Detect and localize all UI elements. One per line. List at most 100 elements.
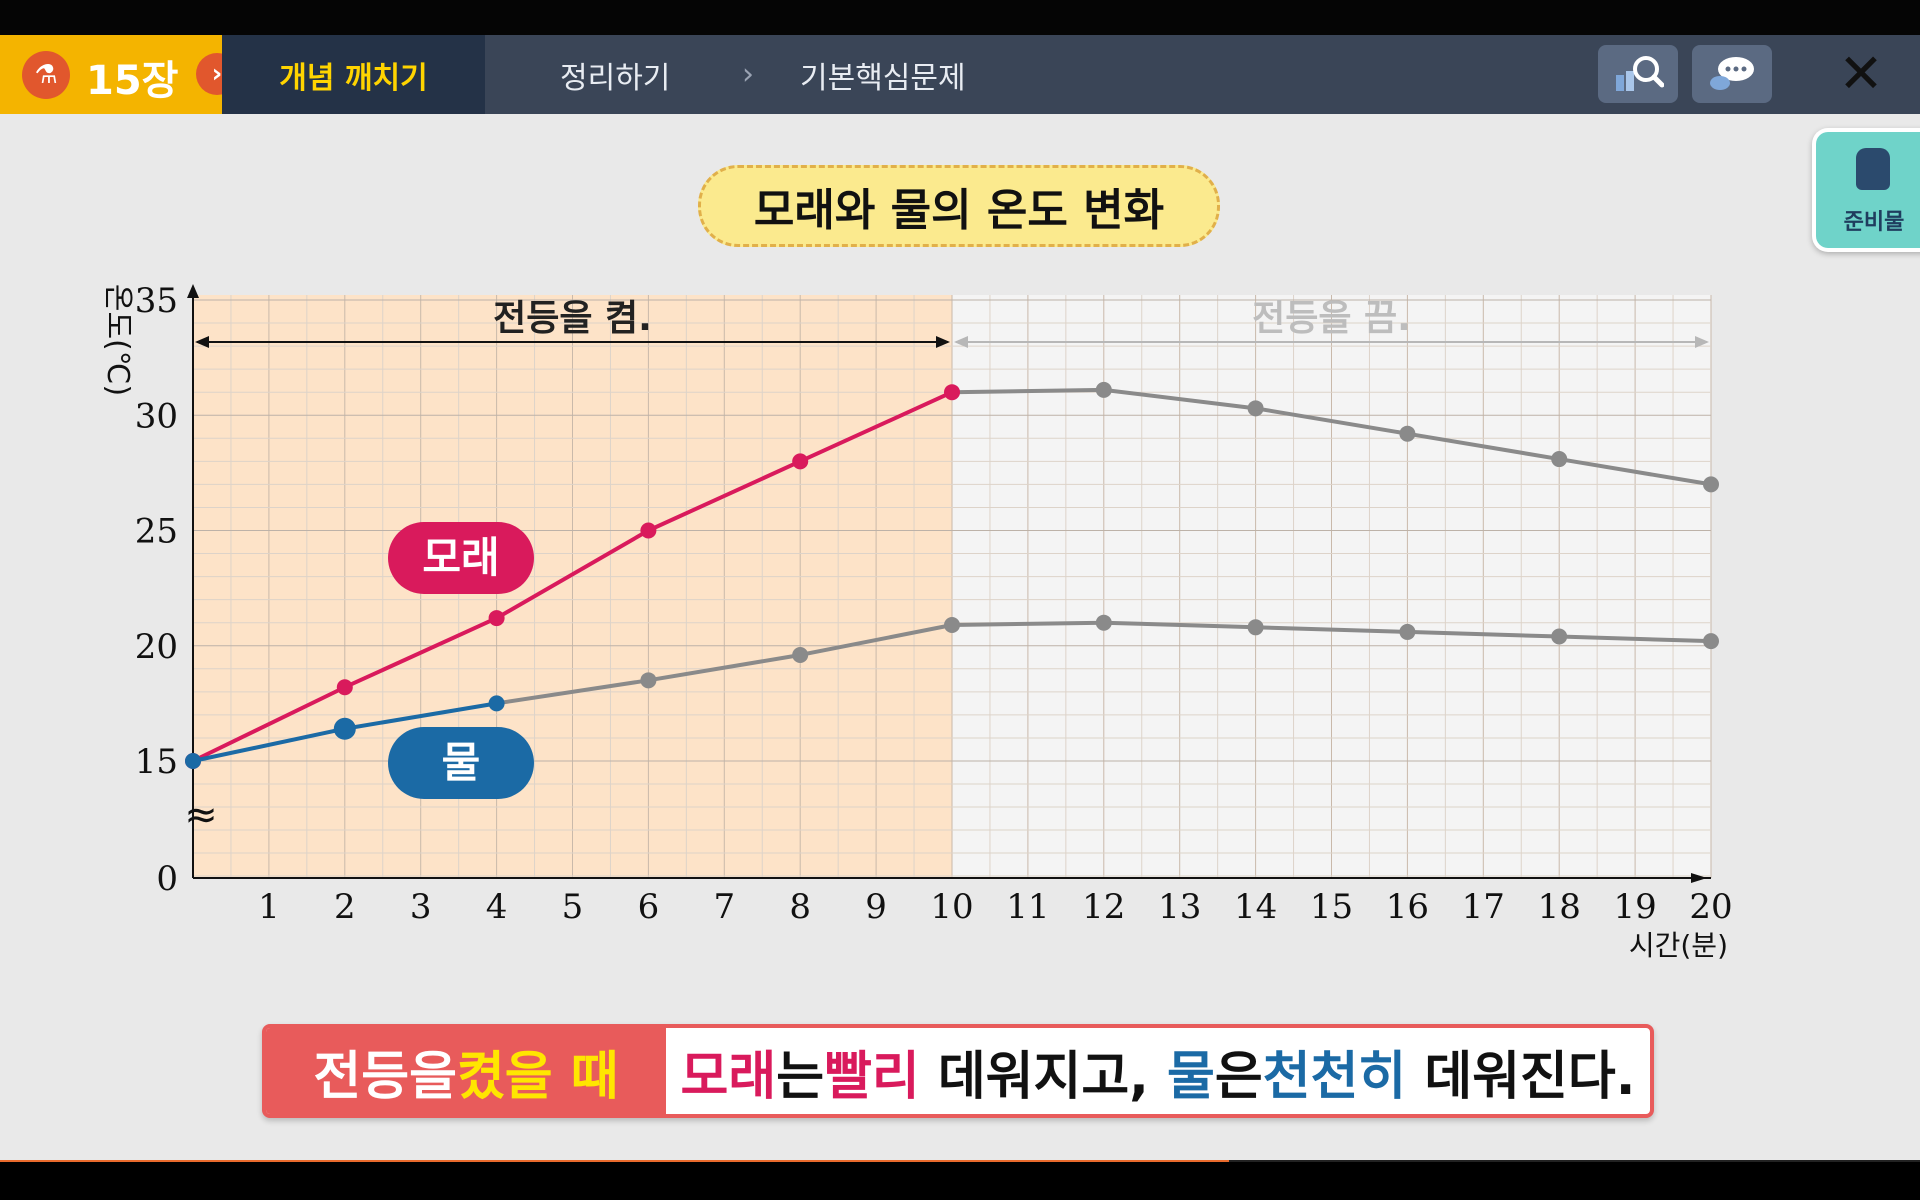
x-tick-label: 11 <box>1006 887 1049 927</box>
x-tick-label: 20 <box>1689 887 1732 927</box>
banner-seg3: 빨리 <box>824 1046 920 1107</box>
series-segment-water <box>496 678 649 706</box>
series-segment-sand <box>1255 406 1408 436</box>
region-arrow-on-left <box>195 336 209 348</box>
data-point-water <box>1703 633 1719 650</box>
series-segment-sand <box>951 387 1104 395</box>
data-point-sand <box>1095 381 1112 398</box>
prep-label: 준비물 <box>1843 210 1905 235</box>
x-tick-label: 18 <box>1538 887 1581 927</box>
data-point-sand <box>792 453 809 470</box>
banner-part1: 전등을 <box>313 1046 457 1107</box>
search-button[interactable] <box>1598 45 1678 103</box>
chart-title: 모래와 물의 온도 변화 <box>698 165 1220 247</box>
x-tick-label: 12 <box>1082 887 1125 927</box>
data-point-sand <box>488 610 505 627</box>
x-tick-label: 7 <box>713 887 735 927</box>
data-point-water <box>1551 628 1568 645</box>
chapter-badge[interactable]: ⚗ 15장 › <box>0 35 238 114</box>
x-axis-label: 시간(분) <box>1629 929 1728 962</box>
series-segment-sand <box>192 685 346 763</box>
close-button[interactable]: ✕ <box>1836 47 1886 101</box>
search-icon <box>1616 56 1664 91</box>
banner-seg6: 은 <box>1214 1046 1263 1107</box>
chapter-label: 15장 <box>86 58 179 104</box>
chevron-right-icon: › <box>742 57 754 92</box>
x-tick-label: 5 <box>562 887 584 927</box>
y-axis-label: 온도(℃) <box>100 284 135 396</box>
banner-condition: 전등을 켰을 때 <box>266 1028 666 1114</box>
prep-materials-button[interactable]: 준비물 <box>1812 128 1920 252</box>
close-icon: ✕ <box>1838 42 1884 105</box>
y-tick-label: 0 <box>156 859 178 899</box>
data-point-water <box>488 695 505 712</box>
x-tick-label: 8 <box>789 887 811 927</box>
banner-seg8: 데워진다. <box>1406 1046 1636 1107</box>
series-segment-sand <box>799 390 953 464</box>
data-point-water <box>1095 614 1112 631</box>
chat-icon <box>1710 57 1754 90</box>
chat-button[interactable] <box>1692 45 1772 103</box>
series-badge-sand <box>388 522 534 594</box>
data-point-water <box>1247 619 1264 636</box>
x-tick-label: 13 <box>1158 887 1201 927</box>
data-point-water <box>640 672 657 689</box>
x-axis-arrow <box>1691 873 1707 883</box>
tab-summary[interactable]: 정리하기 <box>560 60 671 96</box>
banner-seg4: 데워지고, <box>919 1046 1168 1107</box>
series-segment-water <box>799 623 953 657</box>
series-segment-sand <box>647 459 802 533</box>
data-point-sand <box>1703 476 1719 493</box>
data-point-sand <box>1399 425 1416 442</box>
banner-seg5: 물 <box>1167 1046 1215 1107</box>
series-segment-water <box>1407 629 1560 639</box>
x-tick-label: 2 <box>334 887 356 927</box>
flask-icon: ⚗ <box>22 51 70 99</box>
x-tick-label: 1 <box>258 887 280 927</box>
series-segment-water <box>344 701 497 731</box>
data-point-water <box>944 617 960 634</box>
series-segment-water <box>951 620 1104 628</box>
banner-seg2: 는 <box>776 1046 825 1107</box>
data-point-water <box>333 717 356 740</box>
series-badge-water <box>388 727 534 799</box>
series-segment-sand <box>1407 431 1560 462</box>
x-tick-label: 16 <box>1386 887 1429 927</box>
series-segment-sand <box>343 616 498 690</box>
y-tick-label: 35 <box>135 281 178 321</box>
data-point-sand <box>640 522 657 539</box>
y-tick-label: 30 <box>135 396 178 436</box>
banner-part2: 켰을 때 <box>456 1046 619 1107</box>
axis-break: ≈ <box>184 792 218 838</box>
bottom-black-bar <box>0 1162 1920 1200</box>
series-segment-water <box>1103 620 1256 630</box>
x-tick-label: 14 <box>1234 887 1277 927</box>
series-segment-sand <box>1558 457 1712 487</box>
top-black-bar <box>0 0 1920 35</box>
x-tick-label: 19 <box>1613 887 1656 927</box>
x-tick-label: 17 <box>1462 887 1505 927</box>
y-tick-label: 25 <box>135 512 178 552</box>
series-segment-water <box>648 652 801 683</box>
region-arrow-off-left <box>954 336 968 348</box>
data-point-sand <box>1247 400 1264 417</box>
data-point-sand <box>336 679 353 696</box>
region-label-off: 전등을 끔. <box>1252 298 1411 339</box>
series-segment-water <box>1559 634 1712 644</box>
series-segment-water <box>1255 625 1408 634</box>
data-point-sand <box>944 384 960 401</box>
y-tick-label: 20 <box>135 627 178 667</box>
x-tick-label: 6 <box>638 887 660 927</box>
tab-concept[interactable]: 개념 깨치기 <box>222 35 485 114</box>
x-tick-label: 10 <box>930 887 973 927</box>
series-label-sand: 모래 <box>422 533 499 582</box>
x-tick-label: 9 <box>865 887 887 927</box>
y-axis-arrow <box>187 284 199 298</box>
region-arrow-on-right <box>936 336 950 348</box>
tab-core-problems[interactable]: 기본핵심문제 <box>800 60 966 96</box>
series-segment-sand <box>495 528 650 620</box>
banner-seg1: 모래 <box>680 1046 777 1107</box>
